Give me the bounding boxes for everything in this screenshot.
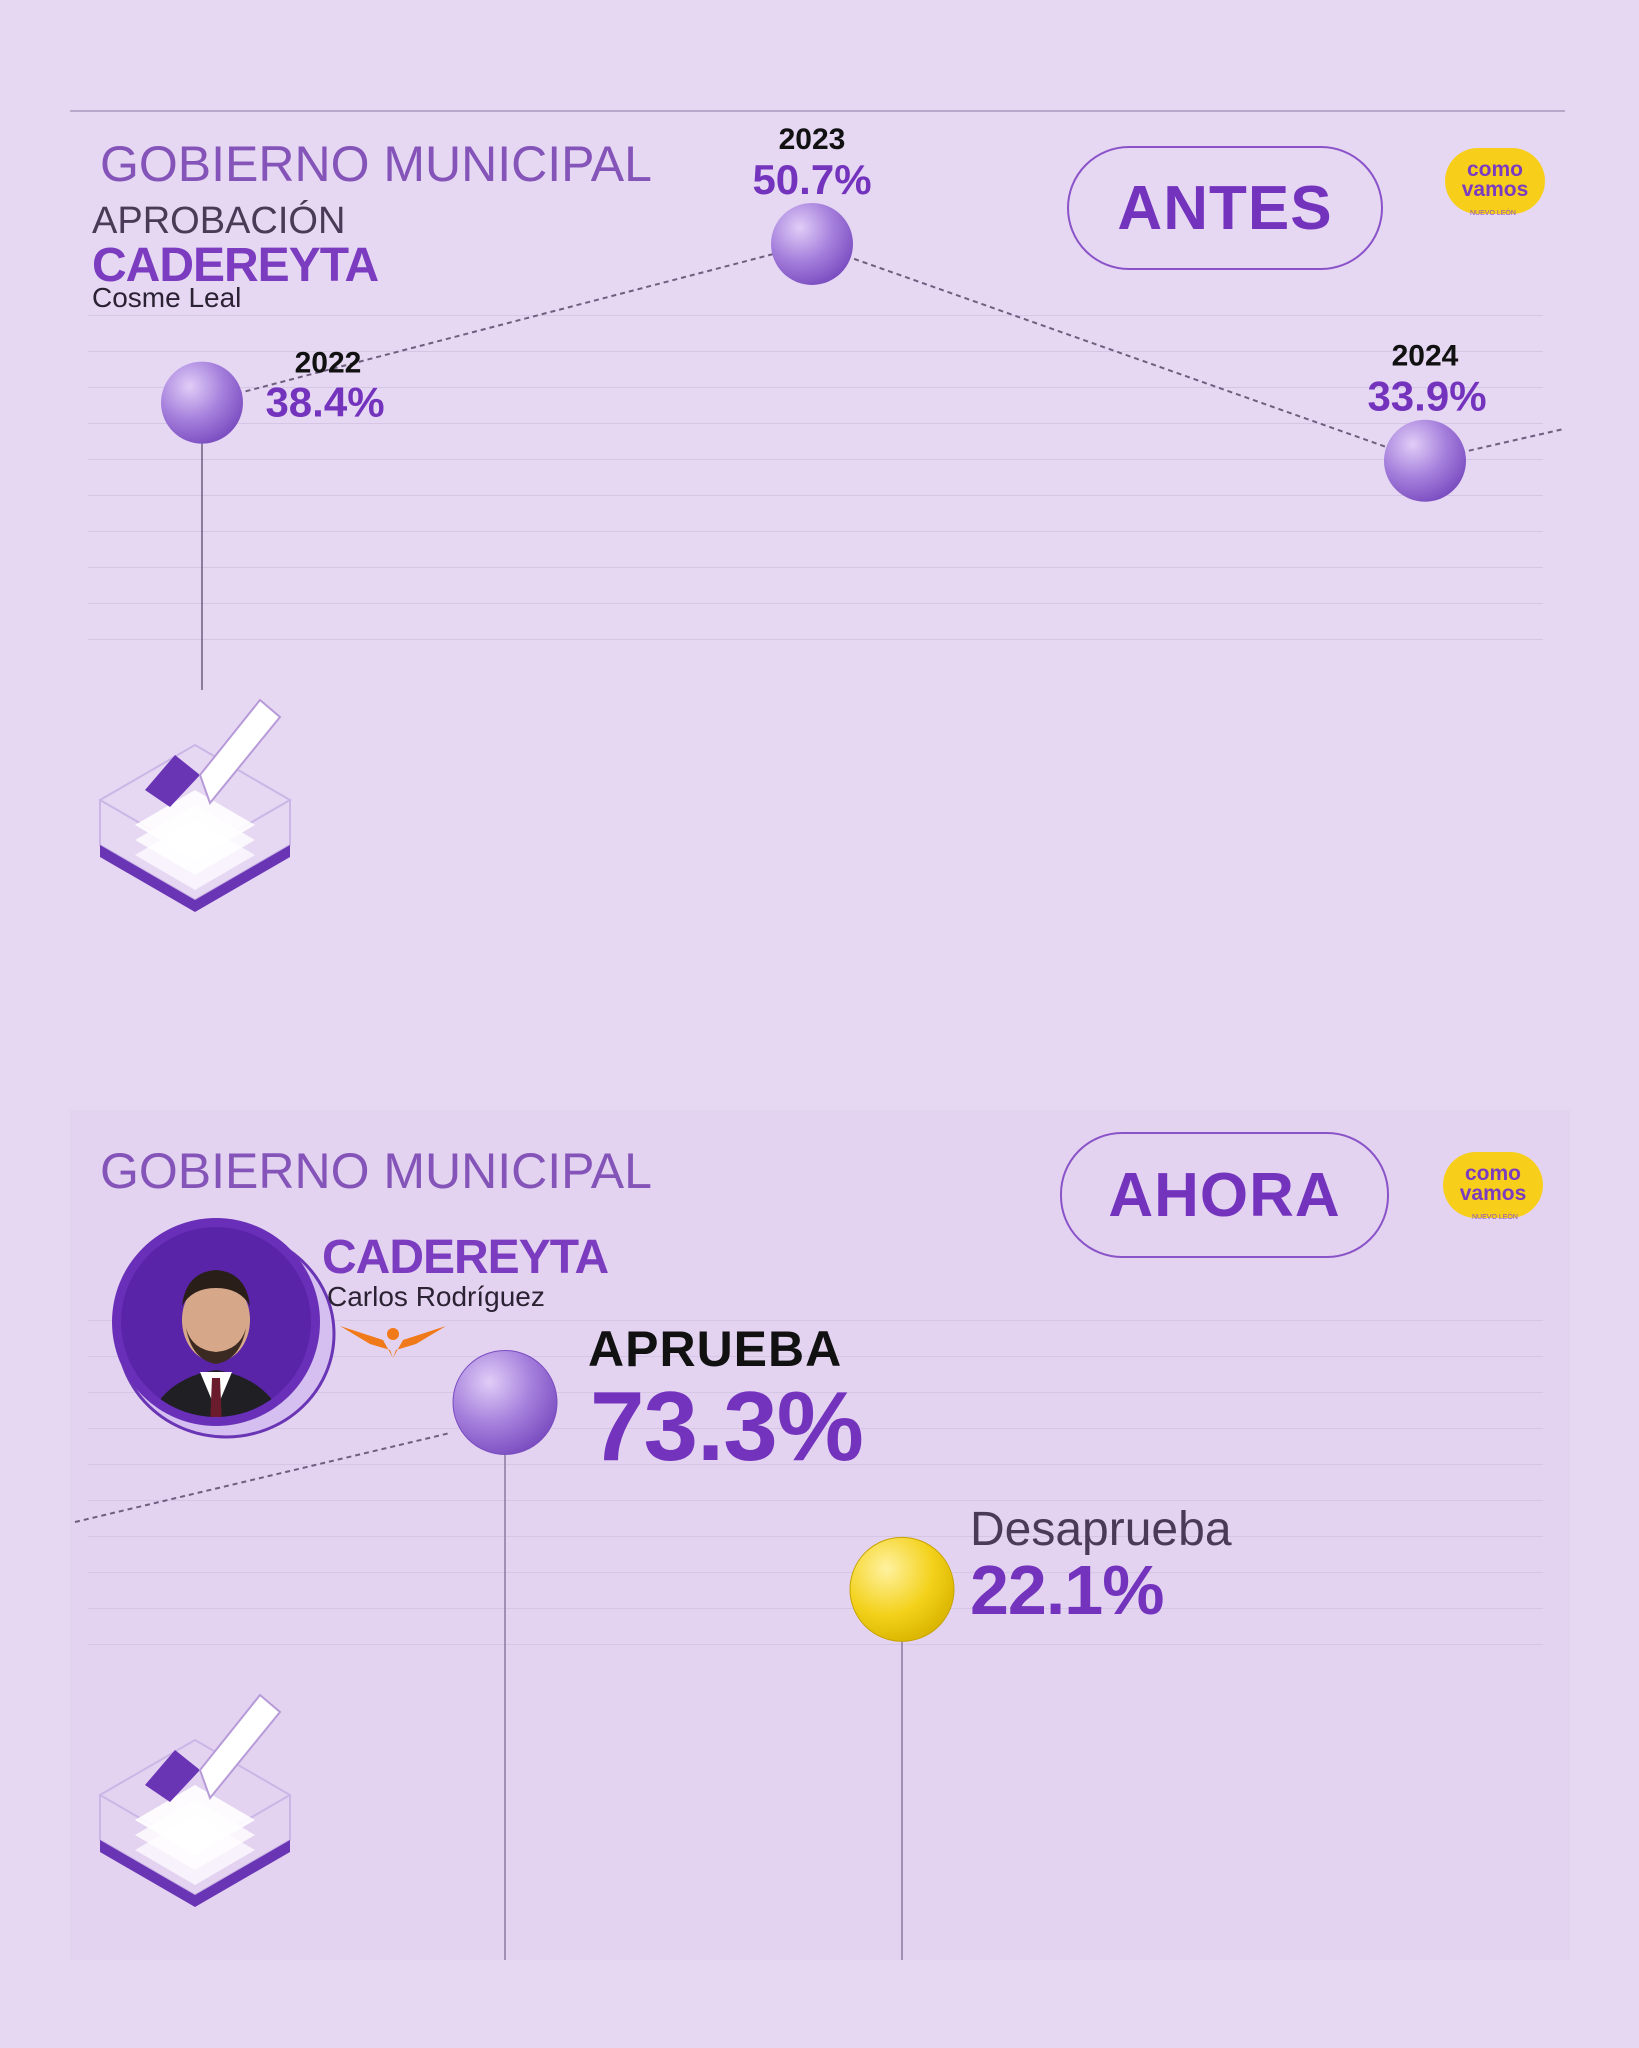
ahora-city: CADEREYTA [322,1231,609,1284]
year-label-2024: 2024 [1392,340,1459,373]
logo-region: NUEVO LEÓN [1470,210,1516,217]
party-logo [340,1326,446,1358]
value-label-2022: 38.4% [265,379,384,426]
ballot-box-icon [98,698,292,912]
antes-city: CADEREYTA [92,239,379,292]
bubble-desaprueba [849,1536,955,1642]
data-point-2023 [771,202,853,285]
grid-line [88,1356,1543,1357]
ahora-badge: AHORA [1060,1132,1389,1258]
year-label-2023: 2023 [779,123,846,156]
como-vamos-logo: como vamos [1443,1152,1543,1218]
grid-line [88,315,1543,316]
data-point-2022 [161,361,243,444]
grid-line [88,567,1543,568]
value-label-2023: 50.7% [752,156,871,203]
grid-line [88,1464,1543,1465]
trend-line [74,1432,451,1523]
antes-panel: GOBIERNO MUNICIPAL APROBACIÓN CADEREYTA … [70,110,1570,990]
series-line-tail [1424,427,1566,462]
grid-line [88,603,1543,604]
year-label-2022: 2022 [295,347,362,380]
grid-line [88,1572,1543,1573]
value-label-2024: 33.9% [1367,373,1486,420]
antes-heading: GOBIERNO MUNICIPAL [100,136,652,192]
antes-official: Cosme Leal [92,282,242,313]
grid-line [88,1644,1543,1645]
approval-bubble-chart [74,1349,955,1960]
grid-line [88,1320,1543,1321]
top-divider [70,110,1565,112]
data-point-2024 [1384,419,1466,502]
approve-value: 73.3% [590,1371,864,1481]
disapprove-value: 22.1% [970,1551,1164,1629]
grid-line [88,1500,1543,1501]
grid-line [88,1536,1543,1537]
grid-line [88,423,1543,424]
grid-line [88,531,1543,532]
ahora-panel: GOBIERNO MUNICIPAL AHORA como vamos NUEV… [70,1110,1570,1960]
approve-label: APRUEBA [588,1321,843,1377]
grid-line [88,1392,1543,1393]
grid-line [88,387,1543,388]
bubble-aprueba [452,1349,558,1455]
avatar [100,1210,340,1450]
ballot-box-icon [98,1693,292,1907]
grid-line [88,351,1543,352]
grid-line [88,639,1543,640]
antes-subheading: APROBACIÓN [92,200,346,242]
ahora-official: Carlos Rodríguez [327,1281,545,1312]
grid-line [88,495,1543,496]
como-vamos-logo: como vamos [1445,148,1545,214]
grid-line [88,1608,1543,1609]
ahora-heading: GOBIERNO MUNICIPAL [100,1143,652,1199]
grid-line [88,1428,1543,1429]
logo-region: NUEVO LEÓN [1472,1214,1518,1221]
disapprove-label: Desaprueba [970,1503,1232,1556]
antes-badge: ANTES [1067,146,1383,270]
grid-line [88,459,1543,460]
